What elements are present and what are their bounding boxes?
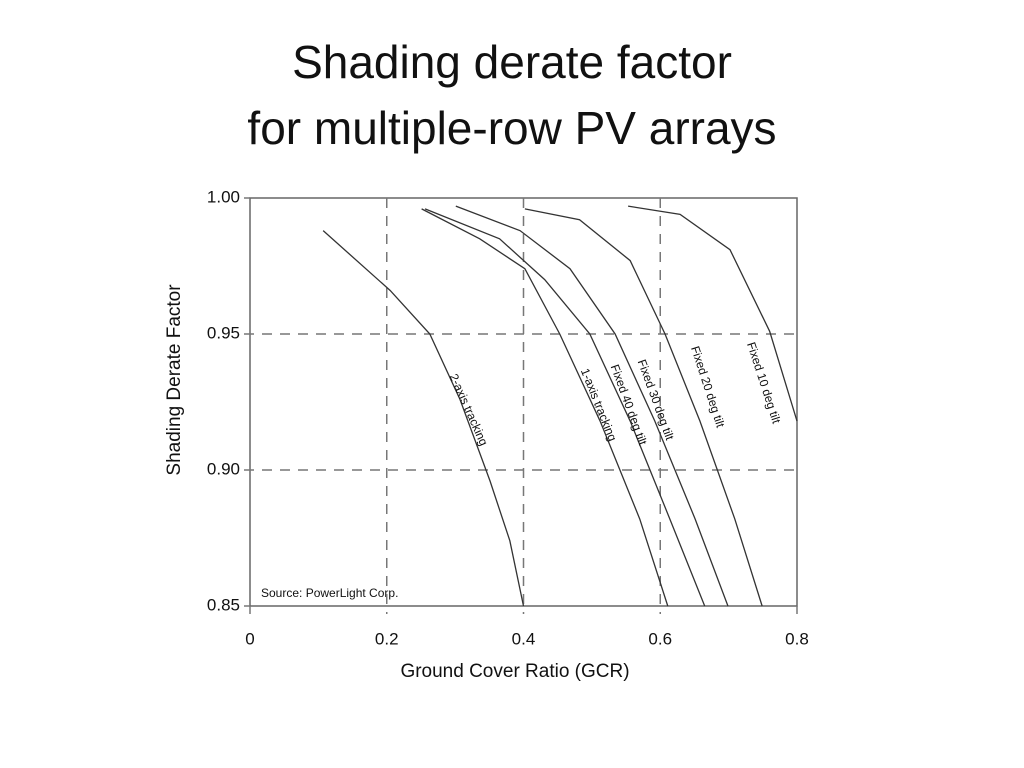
series-label: Fixed 20 deg tilt (688, 344, 728, 430)
x-tick-label: 0 (245, 629, 254, 648)
series-label: Fixed 10 deg tilt (744, 340, 784, 426)
y-axis-label: Shading Derate Factor (164, 284, 185, 476)
x-axis-label: Ground Cover Ratio (GCR) (400, 661, 629, 682)
x-tick-label: 0.6 (648, 629, 672, 648)
x-tick-label: 0.8 (785, 629, 809, 648)
series-line (628, 205, 798, 422)
series-line (524, 208, 763, 607)
series-line (322, 230, 525, 607)
y-tick-label: 0.90 (207, 459, 240, 478)
title-line: for multiple-row PV arrays (247, 102, 776, 154)
source-note: Source: PowerLight Corp. (261, 586, 398, 600)
title-line: Shading derate factor (292, 36, 732, 88)
series-line (424, 208, 706, 607)
series-label: 2-axis tracking (447, 371, 491, 447)
series-line (421, 208, 669, 607)
x-tick-label: 0.2 (375, 629, 399, 648)
x-tick-label: 0.4 (512, 629, 536, 648)
series-line (455, 205, 729, 607)
y-tick-label: 0.85 (207, 595, 240, 614)
y-tick-label: 0.95 (207, 323, 240, 342)
y-tick-label: 1.00 (207, 187, 240, 206)
